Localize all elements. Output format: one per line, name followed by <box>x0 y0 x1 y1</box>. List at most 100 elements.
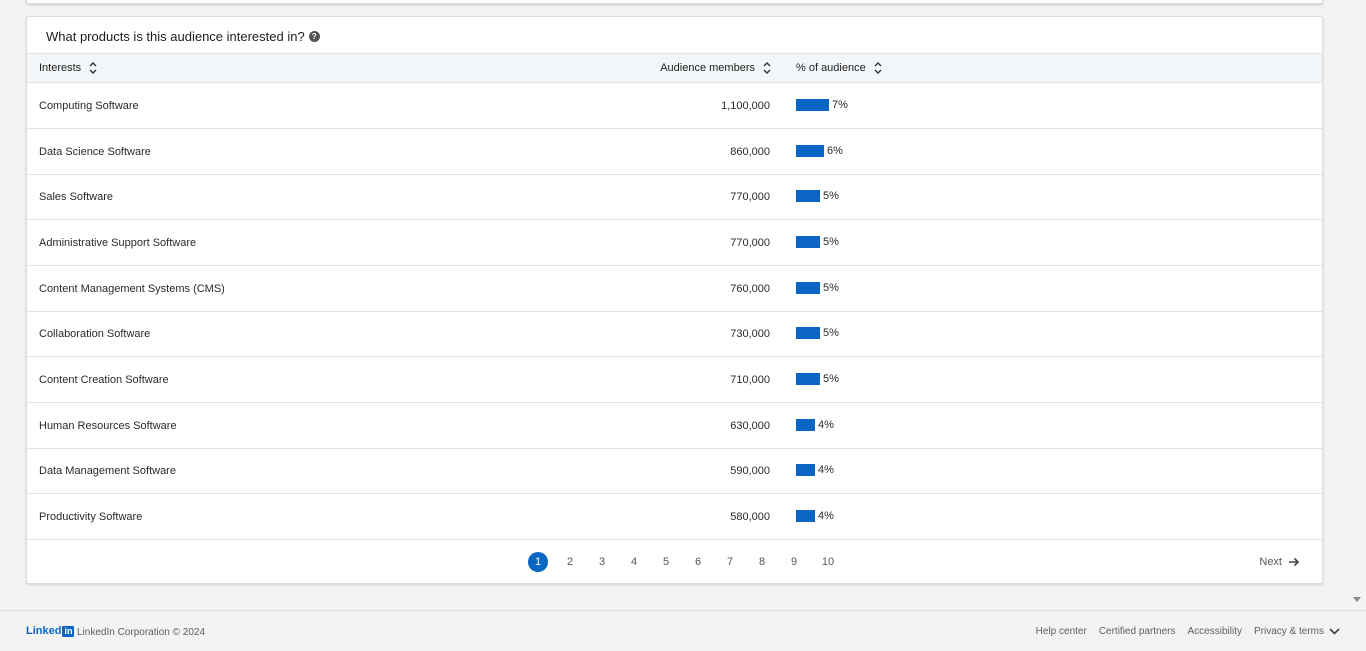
audience-pct: 4% <box>796 510 834 522</box>
interest-name: Sales Software <box>39 191 113 203</box>
interest-name: Content Management Systems (CMS) <box>39 283 225 295</box>
page-button-8[interactable]: 8 <box>758 556 766 568</box>
pct-label: 5% <box>823 327 839 339</box>
pct-label: 5% <box>823 190 839 202</box>
pct-bar <box>796 190 820 202</box>
pct-bar <box>796 419 815 431</box>
pct-bar <box>796 373 820 385</box>
arrow-right-icon <box>1289 557 1300 567</box>
pct-label: 5% <box>823 236 839 248</box>
interests-column-header[interactable]: Interests <box>39 54 99 82</box>
table-row: Sales Software 770,000 5% <box>27 174 1322 220</box>
interest-name: Data Science Software <box>39 146 151 158</box>
audience-members: 770,000 <box>730 191 770 203</box>
table-row: Productivity Software 580,000 4% <box>27 494 1322 540</box>
footer-link-certified-partners[interactable]: Certified partners <box>1098 626 1176 637</box>
pct-label: 4% <box>818 510 834 522</box>
pct-label: 7% <box>832 99 848 111</box>
page-button-10[interactable]: 10 <box>821 556 835 568</box>
pct-label: 5% <box>823 282 839 294</box>
pct-bar <box>796 282 820 294</box>
linkedin-logo[interactable]: Linked in <box>26 625 75 637</box>
page-button-4[interactable]: 4 <box>630 556 638 568</box>
question-circle-icon[interactable]: ? <box>308 31 320 42</box>
page-button-3[interactable]: 3 <box>598 556 606 568</box>
pct-label: 5% <box>823 373 839 385</box>
table-row: Content Creation Software 710,000 5% <box>27 357 1322 403</box>
page-button-6[interactable]: 6 <box>694 556 702 568</box>
footer-link-privacy-terms[interactable]: Privacy & terms <box>1253 626 1324 637</box>
footer-link-help-center[interactable]: Help center <box>1035 626 1087 637</box>
logo-text: Linked <box>26 625 62 637</box>
pct-bar <box>796 145 824 157</box>
sort-icon <box>89 62 97 74</box>
table-row: Data Science Software 860,000 6% <box>27 129 1322 175</box>
audience-pct: 5% <box>796 327 839 339</box>
pct-label: 4% <box>818 464 834 476</box>
sort-icon <box>763 62 771 74</box>
page-button-5[interactable]: 5 <box>662 556 670 568</box>
audience-pct: 4% <box>796 464 834 476</box>
table-header: Interests Audience members % of audience <box>27 53 1322 83</box>
interest-name: Human Resources Software <box>39 420 177 432</box>
audience-members: 580,000 <box>730 511 770 523</box>
audience-members: 730,000 <box>730 328 770 340</box>
pct-label: 4% <box>818 419 834 431</box>
table-row: Administrative Support Software 770,000 … <box>27 220 1322 266</box>
audience-pct: 5% <box>796 373 839 385</box>
pct-label: 6% <box>827 145 843 157</box>
audience-members: 630,000 <box>730 420 770 432</box>
pct-column-header[interactable]: % of audience <box>796 54 884 82</box>
page-button-2[interactable]: 2 <box>566 556 574 568</box>
pct-bar <box>796 99 829 111</box>
page-button-9[interactable]: 9 <box>790 556 798 568</box>
audience-pct: 5% <box>796 236 839 248</box>
page-button-1[interactable]: 1 <box>528 552 548 572</box>
interest-name: Productivity Software <box>39 511 143 523</box>
interest-name: Computing Software <box>39 100 139 112</box>
audience-members: 760,000 <box>730 283 770 295</box>
footer-link-accessibility[interactable]: Accessibility <box>1187 626 1242 637</box>
sort-icon <box>874 62 882 74</box>
scroll-down-arrow-icon[interactable] <box>1353 597 1361 602</box>
pct-header-label: % of audience <box>796 62 866 74</box>
pct-bar <box>796 464 815 476</box>
copyright-text: LinkedIn Corporation © 2024 <box>77 627 206 638</box>
audience-pct: 6% <box>796 145 843 157</box>
pct-bar <box>796 236 820 248</box>
pct-bar <box>796 327 820 339</box>
pagination: 1 2 3 4 5 6 7 8 9 10 Next <box>27 540 1322 583</box>
previous-card <box>26 0 1323 4</box>
members-column-header[interactable]: Audience members <box>660 54 773 82</box>
audience-members: 590,000 <box>730 465 770 477</box>
card-title-text: What products is this audience intereste… <box>46 29 305 44</box>
table-row: Computing Software 1,100,000 7% <box>27 83 1322 129</box>
audience-members: 770,000 <box>730 237 770 249</box>
table-row: Data Management Software 590,000 4% <box>27 448 1322 494</box>
interest-name: Content Creation Software <box>39 374 169 386</box>
logo-in-box: in <box>62 625 75 637</box>
pct-bar <box>796 510 815 522</box>
page-button-7[interactable]: 7 <box>726 556 734 568</box>
footer-links: Help center Certified partners Accessibi… <box>1024 626 1340 637</box>
card-title: What products is this audience intereste… <box>46 29 320 44</box>
audience-pct: 5% <box>796 190 839 202</box>
interest-name: Data Management Software <box>39 465 176 477</box>
audience-pct: 5% <box>796 282 839 294</box>
interest-name: Collaboration Software <box>39 328 151 340</box>
next-label: Next <box>1259 556 1282 568</box>
next-button[interactable]: Next <box>1259 552 1300 572</box>
members-header-label: Audience members <box>660 62 755 74</box>
audience-pct: 7% <box>796 99 848 111</box>
interests-header-label: Interests <box>39 62 82 74</box>
interest-name: Administrative Support Software <box>39 237 197 249</box>
audience-members: 860,000 <box>730 146 770 158</box>
audience-members: 710,000 <box>730 374 770 386</box>
table-row: Human Resources Software 630,000 4% <box>27 403 1322 449</box>
audience-members: 1,100,000 <box>721 100 770 112</box>
audience-pct: 4% <box>796 419 834 431</box>
table-row: Collaboration Software 730,000 5% <box>27 311 1322 357</box>
footer: Linked in LinkedIn Corporation © 2024 Hel… <box>0 610 1366 651</box>
chevron-down-icon[interactable] <box>1329 628 1340 635</box>
table-row: Content Management Systems (CMS) 760,000… <box>27 266 1322 312</box>
